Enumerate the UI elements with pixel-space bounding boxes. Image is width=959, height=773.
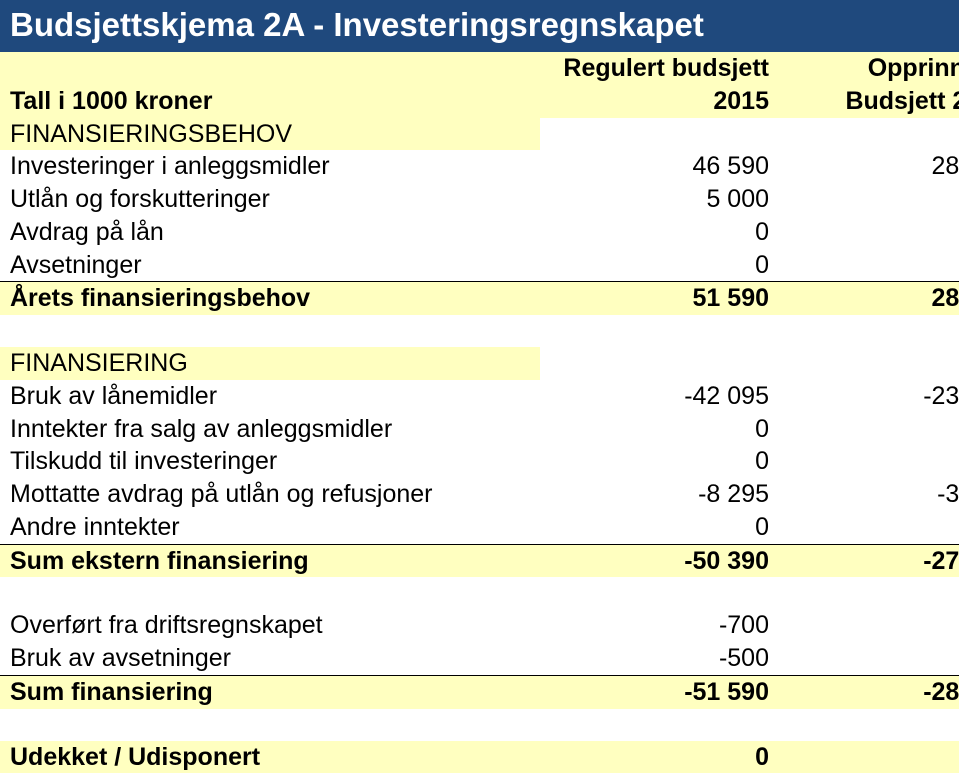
sum-row: Årets finansieringsbehov 51 590 28 375 (0, 282, 959, 315)
table-row: Utlån og forskutteringer 5 000 0 (0, 183, 959, 216)
unit-label: Tall i 1000 kroner (0, 85, 540, 118)
col1-head-bot: 2015 (540, 85, 779, 118)
table-row: Bruk av lånemidler -42 095 -23 215 (0, 380, 959, 413)
page-title: Budsjettskjema 2A - Investeringsregnskap… (0, 0, 959, 52)
col2-head-bot: Budsjett 2015 (779, 85, 959, 118)
col2-head-top: Opprinnelig (779, 52, 959, 85)
budget-table: Regulert budsjett Opprinnelig Tall i 100… (0, 52, 959, 773)
section2-heading: FINANSIERING (0, 347, 540, 380)
sum-row: Udekket / Udisponert 0 0 (0, 741, 959, 773)
table-row: Bruk av avsetninger -500 -500 (0, 642, 959, 675)
sum-row: Sum ekstern finansiering -50 390 -27 175 (0, 544, 959, 577)
section1-heading: FINANSIERINGSBEHOV (0, 118, 540, 151)
sum-row: Sum finansiering -51 590 -28 375 (0, 675, 959, 708)
table-row: Avdrag på lån 0 0 (0, 216, 959, 249)
col1-head-top: Regulert budsjett (540, 52, 779, 85)
table-row: Mottatte avdrag på utlån og refusjoner -… (0, 478, 959, 511)
table-row: Andre inntekter 0 0 (0, 511, 959, 544)
table-row: Avsetninger 0 0 (0, 249, 959, 282)
table-row: Overført fra driftsregnskapet -700 -700 (0, 609, 959, 642)
table-row: Tilskudd til investeringer 0 0 (0, 445, 959, 478)
table-row: Inntekter fra salg av anleggsmidler 0 0 (0, 413, 959, 446)
table-row: Investeringer i anleggsmidler 46 590 28 … (0, 150, 959, 183)
